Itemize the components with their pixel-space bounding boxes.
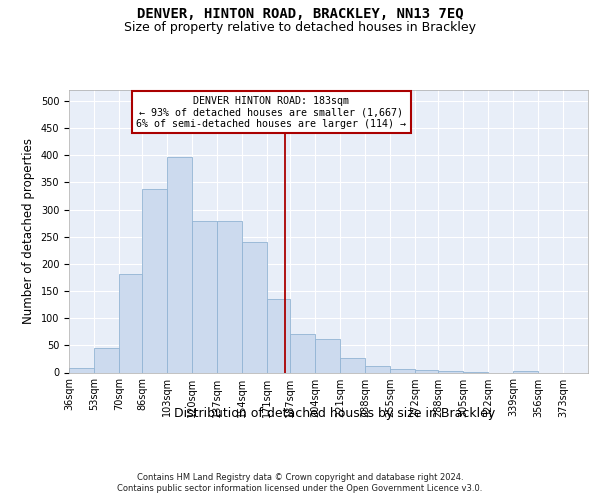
Bar xyxy=(290,334,316,372)
Bar xyxy=(167,157,192,372)
Bar xyxy=(192,222,217,372)
Y-axis label: Number of detached properties: Number of detached properties xyxy=(22,138,35,324)
Bar xyxy=(142,189,167,372)
Bar xyxy=(390,369,415,372)
Bar xyxy=(415,370,439,372)
Text: Distribution of detached houses by size in Brackley: Distribution of detached houses by size … xyxy=(174,408,496,420)
Text: Size of property relative to detached houses in Brackley: Size of property relative to detached ho… xyxy=(124,21,476,34)
Bar xyxy=(340,358,365,372)
Text: Contains HM Land Registry data © Crown copyright and database right 2024.: Contains HM Land Registry data © Crown c… xyxy=(137,472,463,482)
Text: DENVER HINTON ROAD: 183sqm
← 93% of detached houses are smaller (1,667)
6% of se: DENVER HINTON ROAD: 183sqm ← 93% of deta… xyxy=(136,96,406,129)
Bar xyxy=(217,222,242,372)
Bar xyxy=(119,274,142,372)
Bar xyxy=(365,366,390,372)
Bar xyxy=(94,348,119,372)
Text: Contains public sector information licensed under the Open Government Licence v3: Contains public sector information licen… xyxy=(118,484,482,493)
Bar xyxy=(513,371,538,372)
Bar xyxy=(267,299,290,372)
Bar xyxy=(69,368,94,372)
Text: DENVER, HINTON ROAD, BRACKLEY, NN13 7EQ: DENVER, HINTON ROAD, BRACKLEY, NN13 7EQ xyxy=(137,8,463,22)
Bar xyxy=(316,339,340,372)
Bar xyxy=(242,242,267,372)
